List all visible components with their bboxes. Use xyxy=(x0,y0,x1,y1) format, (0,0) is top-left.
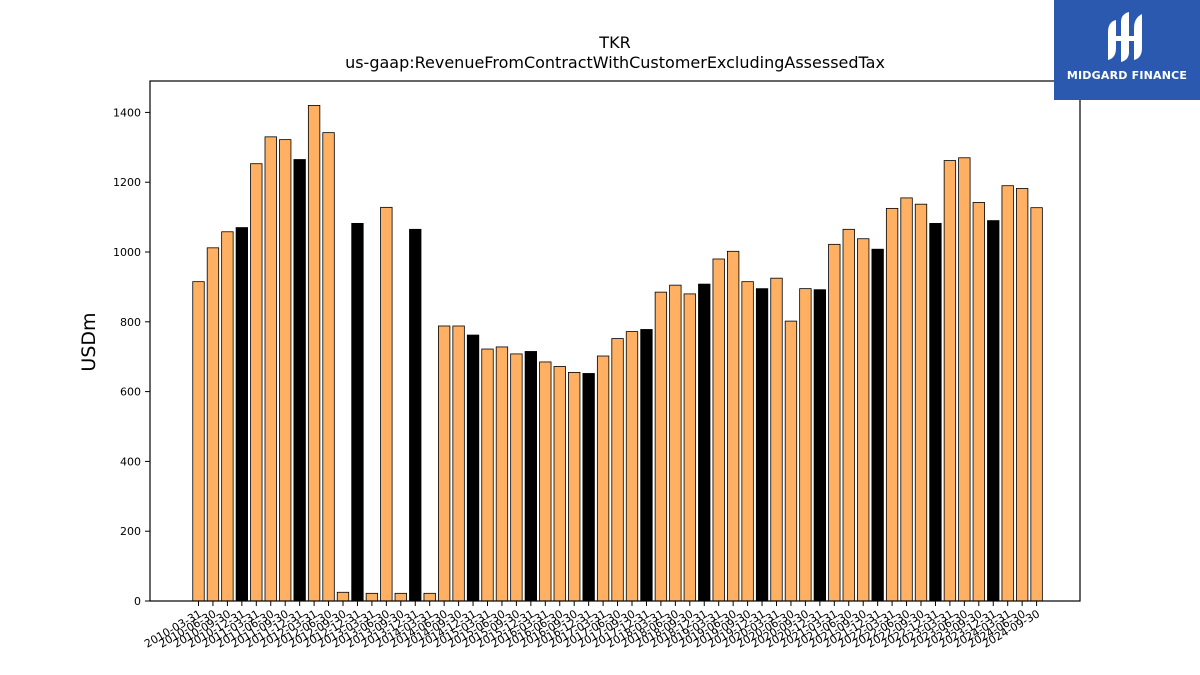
bar-2016-06-30 xyxy=(553,366,566,602)
bar-2019-12-31 xyxy=(755,288,769,602)
midgard-logo-icon xyxy=(1108,12,1142,62)
bar-2014-12-31 xyxy=(466,334,480,602)
bar-2020-03-31 xyxy=(770,277,783,602)
y-axis-ticks: 0 200 400 600 800 1000 1200 1400 xyxy=(113,106,150,608)
bar-2015-06-30 xyxy=(495,346,509,602)
bar-2011-12-31 xyxy=(293,159,306,602)
bar-2021-03-31 xyxy=(828,243,841,602)
bar-2019-06-30 xyxy=(727,250,740,602)
bar-2010-06-30 xyxy=(206,247,220,602)
y-tick-label: 200 xyxy=(120,525,141,538)
chart-subtitle: us-gaap:RevenueFromContractWithCustomerE… xyxy=(345,53,885,72)
bar-2023-12-31 xyxy=(987,220,1000,602)
bar-2012-09-30 xyxy=(336,591,350,602)
y-tick-label: 1000 xyxy=(113,246,141,259)
bar-2013-09-30 xyxy=(394,592,407,602)
bar-2011-06-30 xyxy=(264,136,277,602)
bar-2020-12-31 xyxy=(813,289,826,602)
bar-2021-09-30 xyxy=(857,238,870,602)
bar-2016-12-31 xyxy=(582,373,595,602)
bar-2022-03-31 xyxy=(885,207,899,602)
bar-2022-12-31 xyxy=(929,222,942,602)
bars-group xyxy=(192,105,1043,602)
bar-2016-09-30 xyxy=(568,372,581,602)
x-axis-ticks: 2010-03-312010-06-302010-09-302010-12-31… xyxy=(142,601,1042,651)
bar-2014-09-30 xyxy=(452,325,465,602)
bar-2011-03-31 xyxy=(250,163,263,602)
y-axis-label: USDm xyxy=(78,312,100,371)
y-tick-label: 1200 xyxy=(113,176,141,189)
y-tick-label: 800 xyxy=(120,316,141,329)
bar-2020-09-30 xyxy=(799,288,812,602)
midgard-finance-logo: MIDGARD FINANCE xyxy=(1054,0,1200,100)
bar-2020-06-30 xyxy=(784,320,798,602)
bar-2012-06-30 xyxy=(322,132,335,602)
bar-2018-06-30 xyxy=(669,284,682,602)
bar-2015-09-30 xyxy=(510,353,523,602)
bar-2017-06-30 xyxy=(611,338,624,602)
bar-2015-12-31 xyxy=(524,351,537,602)
bar-2021-06-30 xyxy=(842,228,855,602)
bar-2010-09-30 xyxy=(221,231,234,602)
bar-2019-09-30 xyxy=(741,281,754,602)
bar-2013-03-31 xyxy=(365,592,379,602)
y-tick-label: 400 xyxy=(120,455,141,468)
bar-2011-09-30 xyxy=(279,139,292,602)
bar-2017-03-31 xyxy=(596,355,610,602)
bar-2023-06-30 xyxy=(958,157,971,602)
y-tick-label: 1400 xyxy=(113,106,141,119)
bar-2010-03-31 xyxy=(192,281,205,602)
bar-2010-12-31 xyxy=(235,227,249,602)
bar-2024-03-31 xyxy=(1001,185,1014,602)
bar-2022-09-30 xyxy=(914,203,928,602)
bar-2013-06-30 xyxy=(380,206,393,602)
logo-text: MIDGARD FINANCE xyxy=(1066,69,1188,82)
bar-2024-06-30 xyxy=(1016,188,1029,602)
bar-2015-03-31 xyxy=(481,348,494,602)
chart-title: TKR xyxy=(598,33,630,52)
bar-2014-03-31 xyxy=(423,592,436,602)
bar-2013-12-31 xyxy=(409,228,422,602)
bar-2018-03-31 xyxy=(654,291,668,602)
bar-2018-09-30 xyxy=(683,293,696,602)
bar-2014-06-30 xyxy=(437,325,451,602)
bar-2018-12-31 xyxy=(698,283,711,602)
bar-2017-09-30 xyxy=(625,331,639,602)
y-tick-label: 600 xyxy=(120,386,141,399)
bar-2012-12-31 xyxy=(351,222,364,602)
bar-2023-03-31 xyxy=(943,160,957,602)
bar-2017-12-31 xyxy=(640,329,653,602)
plot-area-frame xyxy=(149,80,1081,602)
bar-2021-12-31 xyxy=(871,248,884,602)
bar-2023-09-30 xyxy=(972,202,985,602)
bar-2012-03-31 xyxy=(307,105,321,602)
bar-2024-09-30 xyxy=(1030,207,1043,602)
y-tick-label: 0 xyxy=(134,595,141,608)
bar-2022-06-30 xyxy=(900,197,913,602)
bar-2019-03-31 xyxy=(712,258,725,602)
bar-2016-03-31 xyxy=(539,361,552,602)
